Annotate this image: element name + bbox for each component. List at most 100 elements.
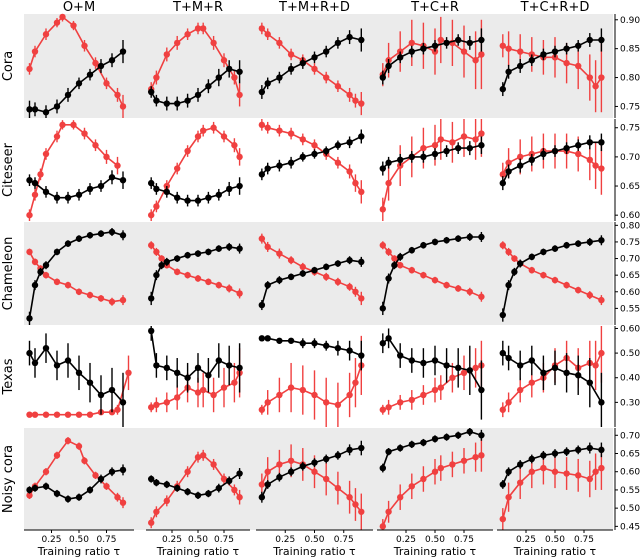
black-point — [540, 150, 547, 158]
red-point — [346, 283, 353, 290]
black-point — [466, 39, 473, 47]
black-series — [379, 28, 485, 85]
red-series — [379, 119, 485, 221]
black-series — [148, 177, 243, 207]
red-point — [200, 386, 207, 394]
y-tick-label: 0.75 — [620, 238, 640, 248]
black-point — [64, 194, 72, 201]
red-point — [449, 374, 456, 381]
red-point — [540, 271, 547, 279]
red-point — [287, 457, 295, 464]
black-point — [64, 495, 72, 503]
row-label-4: Noisy cora — [1, 445, 16, 513]
black-point — [86, 232, 94, 239]
row-backgrounds — [24, 14, 613, 530]
red-series — [258, 335, 365, 427]
black-point — [287, 159, 295, 166]
red-point — [397, 494, 404, 501]
black-series — [148, 468, 243, 500]
black-point — [31, 179, 39, 187]
red-point — [220, 57, 228, 64]
red-point — [586, 156, 593, 163]
black-point — [540, 51, 547, 58]
black-point — [311, 150, 318, 158]
black-line — [261, 259, 362, 306]
red-point — [287, 384, 295, 391]
black-point — [379, 340, 386, 347]
red-point — [114, 494, 121, 501]
x-tick-label: 0.75 — [334, 535, 354, 545]
black-point — [379, 74, 386, 81]
red-point — [472, 453, 479, 461]
black-point — [385, 62, 392, 70]
black-point — [148, 327, 155, 335]
black-point — [215, 191, 222, 198]
black-point — [119, 48, 127, 55]
black-point — [53, 103, 61, 110]
red-point — [31, 411, 39, 418]
black-point — [358, 36, 365, 44]
red-point — [449, 139, 456, 146]
black-point — [397, 352, 404, 359]
red-point — [575, 150, 582, 158]
black-point — [276, 162, 283, 169]
red-point — [385, 404, 392, 411]
red-point — [478, 51, 485, 58]
red-point — [460, 369, 468, 377]
red-point — [505, 248, 512, 256]
red-point — [42, 150, 50, 158]
black-line — [150, 472, 241, 497]
x-axis-label-2: Training ratio τ — [272, 545, 356, 557]
black-point — [358, 444, 365, 452]
black-point — [163, 481, 170, 488]
black-point — [443, 39, 450, 47]
red-point — [575, 472, 582, 479]
red-point — [460, 457, 468, 464]
black-line — [502, 39, 602, 90]
red-point — [397, 399, 404, 406]
red-point — [517, 48, 524, 55]
black-point — [42, 109, 50, 116]
red-point — [575, 286, 582, 294]
x-axis-label-4: Training ratio τ — [513, 545, 597, 557]
black-point — [184, 252, 191, 259]
black-point — [205, 490, 212, 497]
black-point — [551, 450, 559, 457]
red-point — [592, 162, 599, 169]
black-line — [382, 39, 482, 78]
y-tick-label: 0.80 — [620, 74, 640, 84]
x-tick-label: 0.75 — [574, 535, 594, 545]
black-point — [505, 354, 512, 362]
red-point — [299, 386, 306, 394]
black-point — [478, 233, 485, 241]
red-point — [385, 179, 392, 187]
black-series — [26, 227, 127, 325]
black-point — [334, 344, 342, 352]
red-point — [114, 91, 121, 99]
black-point — [264, 335, 271, 342]
y-tick-label: 0.50 — [620, 349, 640, 359]
red-point — [385, 508, 392, 515]
red-point — [114, 406, 121, 413]
black-point — [408, 153, 415, 161]
red-point — [148, 519, 155, 526]
black-point — [299, 463, 306, 470]
black-point — [276, 337, 283, 344]
red-point — [478, 293, 485, 300]
black-point — [528, 253, 535, 261]
black-point — [575, 240, 582, 247]
red-series — [379, 241, 485, 302]
black-point — [431, 42, 439, 49]
red-point — [598, 296, 605, 304]
black-point — [184, 97, 191, 104]
black-point — [226, 185, 233, 193]
black-point — [499, 481, 506, 488]
black-series — [499, 442, 605, 489]
black-point — [97, 62, 105, 70]
red-line — [261, 124, 362, 193]
red-point — [431, 142, 439, 149]
panel-0-2 — [258, 22, 365, 116]
red-point — [148, 211, 155, 219]
black-series — [26, 40, 127, 118]
black-point — [215, 74, 222, 81]
